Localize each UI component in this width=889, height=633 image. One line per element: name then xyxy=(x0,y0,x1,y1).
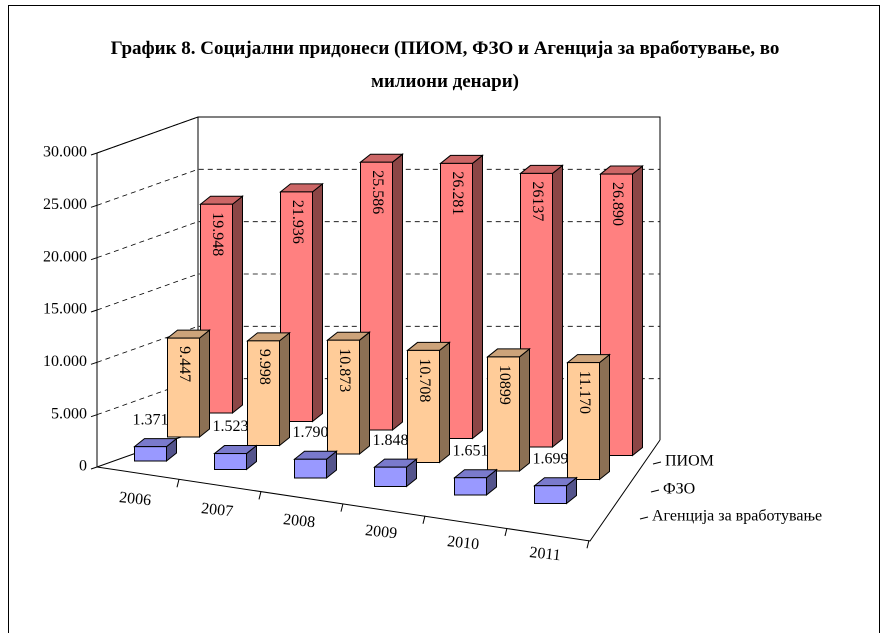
y-tick xyxy=(90,152,98,156)
data-label: 10899 xyxy=(496,365,513,405)
bar-side xyxy=(472,154,483,440)
bar-front xyxy=(214,453,247,470)
data-label: 1.790 xyxy=(293,424,329,441)
depth-tick xyxy=(652,461,662,465)
data-label: 19.948 xyxy=(209,212,226,256)
y-tick-label: 0 xyxy=(79,458,87,475)
bar xyxy=(439,154,484,440)
y-tick xyxy=(90,257,98,261)
data-label: 1.523 xyxy=(213,418,249,435)
x-tick-label: 2009 xyxy=(364,522,398,542)
y-tick-label: 5.000 xyxy=(51,405,87,422)
bar-front xyxy=(407,349,440,464)
x-tick xyxy=(422,515,426,524)
bar-front xyxy=(294,458,327,479)
bar-side xyxy=(599,353,610,481)
bar-side xyxy=(392,153,403,432)
bar xyxy=(533,476,578,505)
bar-front xyxy=(167,337,200,438)
x-tick-label: 2011 xyxy=(529,544,562,564)
x-tick xyxy=(586,540,590,549)
x-tick-label: 2010 xyxy=(446,533,480,553)
bar xyxy=(453,468,498,497)
data-label: 9.447 xyxy=(176,346,193,382)
data-label: 26137 xyxy=(529,181,546,221)
bar xyxy=(326,331,371,456)
bar-side xyxy=(632,165,643,457)
bar xyxy=(133,437,178,463)
bar-side xyxy=(552,164,563,449)
grid-line xyxy=(96,221,660,259)
data-label: 1.848 xyxy=(373,432,409,449)
y-tick xyxy=(90,414,98,418)
bar-front xyxy=(374,466,407,487)
x-tick-label: 2008 xyxy=(282,511,316,531)
back-wall xyxy=(96,116,661,440)
data-label: 26.890 xyxy=(609,182,626,226)
y-tick xyxy=(90,361,98,365)
bar-front xyxy=(360,161,393,431)
bar-side xyxy=(359,331,370,456)
legend-label: ФЗО xyxy=(663,481,695,498)
bar xyxy=(599,165,644,457)
y-tick-label: 30.000 xyxy=(43,144,87,161)
bar xyxy=(213,444,258,471)
bar xyxy=(486,347,531,473)
grid-line xyxy=(96,168,660,206)
bar-side xyxy=(439,341,450,464)
bar xyxy=(293,450,338,480)
bar-side xyxy=(279,331,290,447)
bar-side xyxy=(199,329,210,439)
x-tick-label: 2006 xyxy=(118,489,152,509)
bar-front xyxy=(454,477,487,496)
x-tick-label: 2007 xyxy=(200,500,234,520)
y-tick xyxy=(90,204,98,208)
data-label: 1.699 xyxy=(533,450,569,467)
bar xyxy=(406,341,451,464)
bar-front xyxy=(534,485,567,504)
grid-line xyxy=(96,325,660,363)
data-label: 26.281 xyxy=(449,171,466,215)
bar xyxy=(566,353,611,481)
chart-title: График 8. Социјални придонеси (ПИОМ, ФЗО… xyxy=(110,38,780,92)
depth-tick xyxy=(650,489,660,493)
bar-front xyxy=(487,356,520,472)
x-tick xyxy=(504,527,508,537)
data-label: 11.170 xyxy=(576,371,593,414)
y-tick-label: 10.000 xyxy=(43,353,87,370)
bar-front xyxy=(567,362,600,481)
data-label: 25.586 xyxy=(369,170,386,214)
y-tick-label: 15.000 xyxy=(43,301,87,318)
x-tick xyxy=(176,479,180,488)
legend-label: Агенција за вработување xyxy=(652,508,822,525)
y-tick-label: 20.000 xyxy=(43,248,87,265)
bar-front xyxy=(134,446,167,462)
bar-side xyxy=(519,347,530,473)
y-tick xyxy=(90,466,98,470)
data-label: 1.371 xyxy=(133,411,169,428)
bar-front xyxy=(247,340,280,447)
bar xyxy=(373,458,418,488)
data-label: 10.708 xyxy=(416,358,433,402)
bar-front xyxy=(327,339,360,455)
data-label: 10.873 xyxy=(336,348,353,392)
bar xyxy=(166,329,211,439)
data-label: 9.998 xyxy=(256,349,273,385)
x-tick xyxy=(340,503,344,512)
bar xyxy=(246,331,291,447)
x-tick xyxy=(258,491,262,500)
y-tick-label: 25.000 xyxy=(43,196,87,213)
y-tick xyxy=(90,309,98,313)
legend-label: ПИОМ xyxy=(665,453,714,470)
depth-tick xyxy=(639,516,649,520)
bar-side xyxy=(232,195,243,415)
data-label: 21.936 xyxy=(289,200,306,244)
bar-side xyxy=(312,182,323,423)
data-label: 1.651 xyxy=(453,442,489,459)
bar xyxy=(359,153,404,432)
grid-line xyxy=(96,116,660,154)
grid-line xyxy=(96,273,660,311)
